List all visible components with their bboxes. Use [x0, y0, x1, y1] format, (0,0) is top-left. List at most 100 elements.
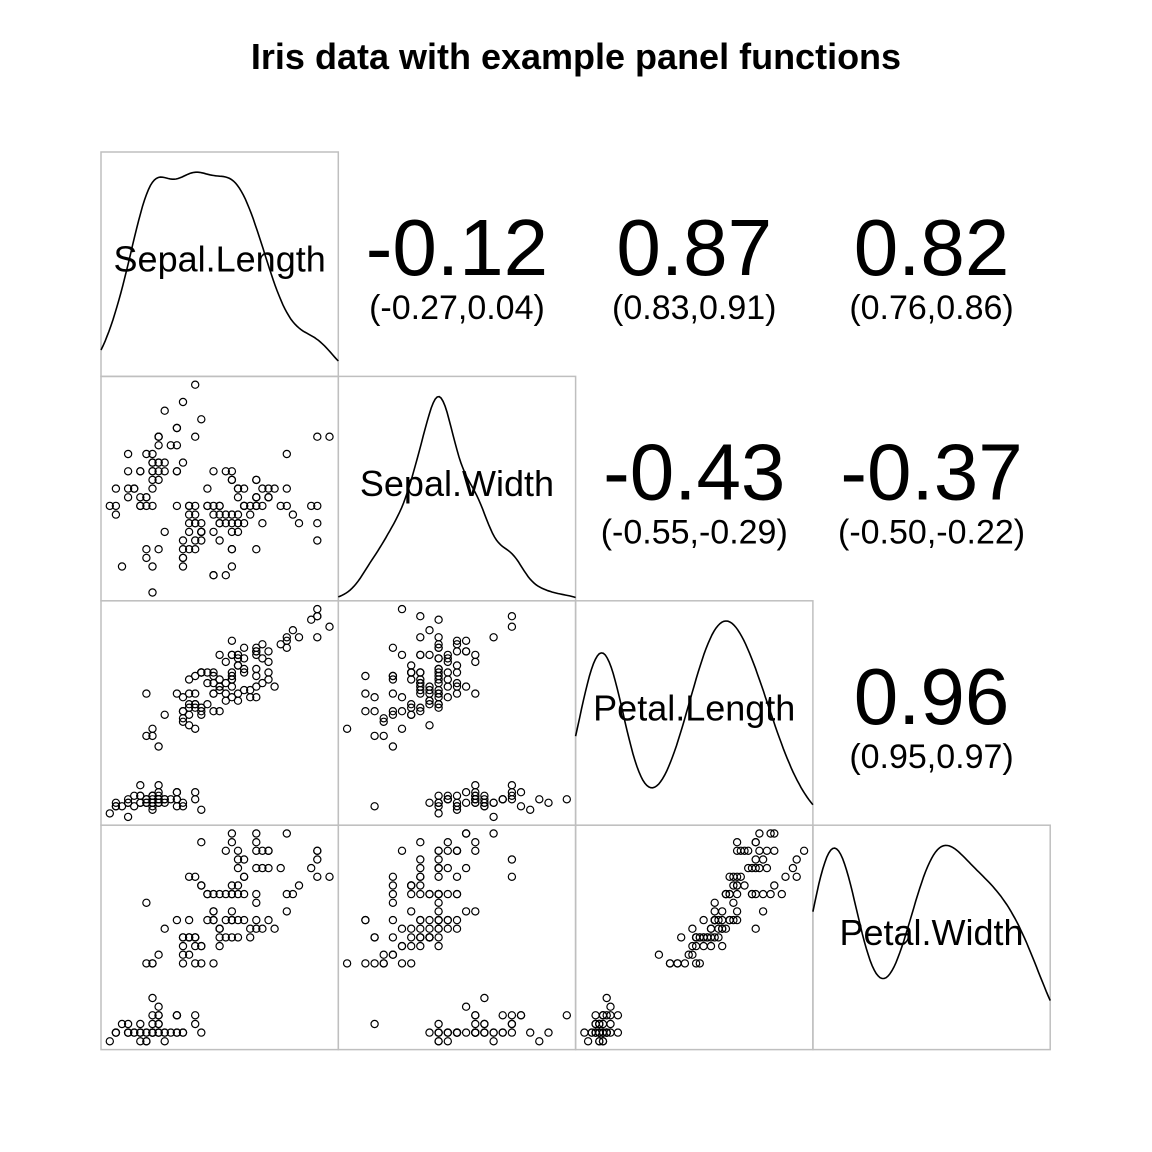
- data-point: [416, 924, 425, 933]
- data-point: [142, 689, 151, 698]
- data-point: [184, 915, 194, 925]
- data-point: [673, 959, 682, 968]
- data-point: [397, 604, 407, 614]
- data-point: [313, 519, 322, 528]
- data-point: [598, 1028, 608, 1037]
- data-point: [416, 941, 425, 951]
- data-point: [142, 553, 151, 563]
- variable-label-petal-length: Petal.Length: [593, 688, 795, 729]
- data-point: [245, 933, 255, 942]
- data-point: [142, 959, 151, 968]
- data-point: [227, 519, 237, 528]
- data-point: [190, 959, 200, 968]
- data-point: [507, 791, 517, 801]
- data-point: [461, 907, 471, 916]
- data-point: [665, 959, 675, 968]
- variable-label-sepal-width: Sepal.Width: [360, 463, 554, 504]
- data-point: [148, 475, 157, 485]
- data-point: [407, 941, 416, 951]
- data-point: [111, 798, 121, 808]
- data-point: [252, 863, 261, 873]
- data-point: [142, 798, 151, 808]
- data-point: [425, 700, 434, 709]
- data-point: [160, 795, 169, 804]
- data-point: [221, 467, 230, 476]
- data-point: [388, 881, 398, 890]
- data-point: [443, 838, 452, 847]
- scatter-points-petal-length-sepal-width: [342, 604, 572, 822]
- data-point: [434, 872, 443, 882]
- data-point: [294, 633, 304, 642]
- data-point: [443, 1028, 452, 1037]
- data-point: [190, 872, 200, 882]
- data-point: [688, 924, 697, 933]
- data-point: [252, 664, 261, 674]
- data-point: [197, 536, 206, 545]
- data-point: [471, 795, 480, 804]
- data-point: [227, 668, 237, 677]
- data-point: [407, 710, 416, 720]
- data-point: [178, 798, 188, 808]
- data-point: [197, 710, 206, 720]
- data-point: [688, 941, 697, 951]
- data-point: [178, 545, 188, 554]
- data-point: [215, 650, 224, 660]
- data-point: [407, 889, 416, 899]
- data-point: [388, 643, 398, 653]
- data-point: [452, 678, 462, 688]
- data-point: [154, 467, 163, 476]
- data-point: [388, 933, 398, 942]
- data-point: [434, 941, 443, 951]
- data-point: [245, 693, 255, 702]
- data-point: [227, 562, 237, 571]
- data-point: [142, 898, 151, 908]
- data-point: [197, 1028, 206, 1037]
- data-point: [123, 812, 133, 822]
- data-point: [516, 1011, 526, 1020]
- data-point: [325, 432, 334, 441]
- data-point: [480, 802, 489, 811]
- data-point: [342, 959, 352, 968]
- data-point: [252, 924, 261, 933]
- data-point: [142, 1028, 151, 1037]
- data-point: [498, 795, 507, 804]
- data-point: [282, 484, 291, 493]
- data-point: [160, 1028, 169, 1037]
- data-point: [282, 643, 291, 653]
- correlation-interval: (0.83,0.91): [612, 289, 776, 327]
- data-point: [148, 731, 157, 741]
- data-point: [379, 950, 388, 959]
- data-point: [443, 682, 452, 691]
- data-point: [178, 933, 188, 942]
- data-point: [425, 889, 434, 899]
- data-point: [154, 1028, 163, 1037]
- data-point: [282, 889, 291, 899]
- data-point: [544, 1028, 553, 1037]
- data-point: [154, 1002, 163, 1011]
- data-point: [197, 881, 206, 890]
- data-point: [732, 881, 742, 890]
- data-point: [388, 742, 398, 751]
- data-point: [507, 795, 517, 804]
- data-point: [252, 693, 261, 702]
- data-point: [160, 798, 169, 808]
- data-point: [221, 846, 230, 856]
- data-point: [239, 484, 249, 493]
- data-point: [154, 795, 163, 804]
- data-point: [190, 1011, 200, 1020]
- data-point: [233, 493, 243, 502]
- data-point: [452, 1028, 462, 1037]
- data-point: [583, 1037, 593, 1046]
- data-point: [233, 519, 243, 528]
- data-point: [416, 703, 425, 712]
- data-point: [434, 924, 443, 933]
- data-point: [270, 924, 279, 933]
- correlation-panel-sepal-width-petal-width: -0.37(-0.50,-0.22): [838, 427, 1025, 551]
- data-point: [591, 1019, 600, 1029]
- data-point: [172, 1028, 182, 1037]
- data-point: [706, 941, 716, 951]
- data-point: [270, 484, 279, 493]
- data-point: [215, 501, 224, 511]
- data-point: [744, 863, 753, 873]
- data-point: [729, 915, 738, 925]
